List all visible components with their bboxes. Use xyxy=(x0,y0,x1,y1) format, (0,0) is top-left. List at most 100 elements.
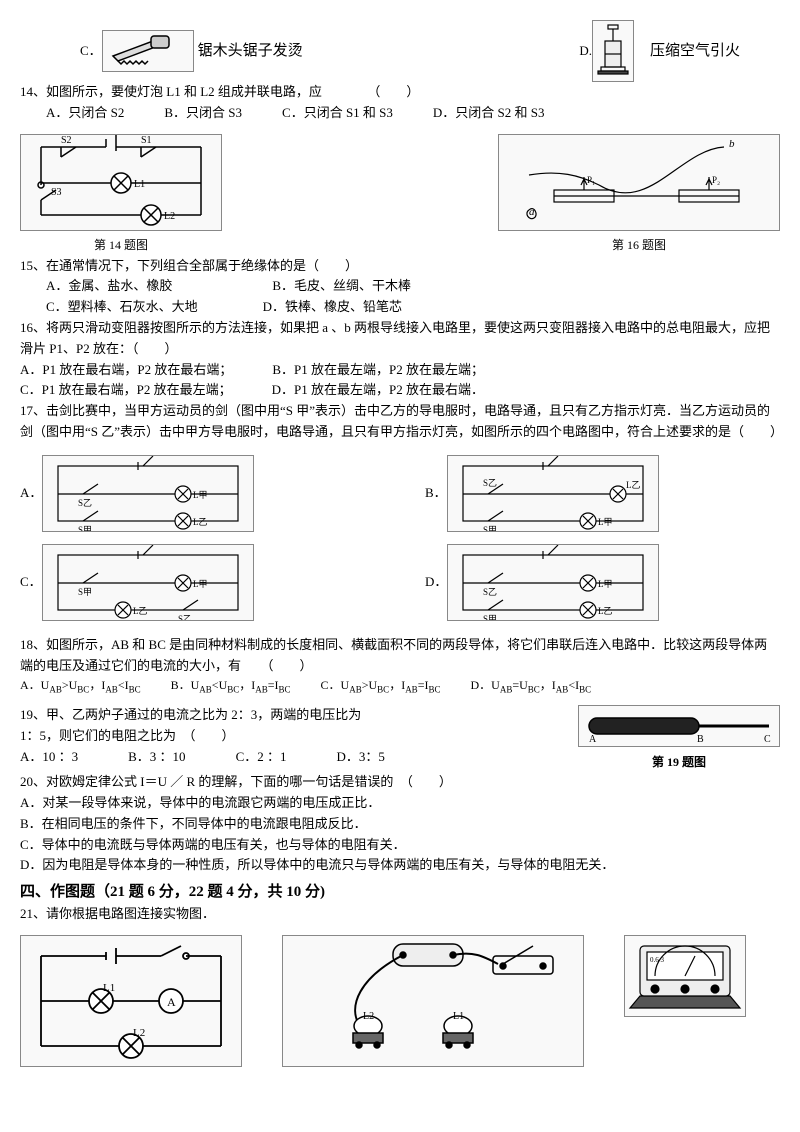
q15-opt-d: D．铁棒、橡皮、铅笔芯 xyxy=(263,297,402,318)
svg-text:b: b xyxy=(729,138,735,150)
q21-text: 21、请你根据电路图连接实物图． xyxy=(20,904,780,925)
svg-text:L2: L2 xyxy=(164,211,175,222)
q20-opt-c: C．导体中的电流既与导体两端的电压有关，也与导体的电阻有关． xyxy=(20,835,780,856)
svg-text:L甲: L甲 xyxy=(193,490,208,500)
q21-ammeter: 0.6 3 xyxy=(624,935,746,1017)
svg-text:S乙: S乙 xyxy=(178,614,192,620)
q17-opt-c: C． S甲 L甲 L乙 S乙 xyxy=(20,544,375,621)
q15-opt-b: B．毛皮、丝绸、干木棒 xyxy=(272,276,411,297)
svg-text:L甲: L甲 xyxy=(598,517,613,527)
saw-image xyxy=(102,30,194,72)
q13-options: C． 锯木头锯子发烫 D. xyxy=(20,20,780,82)
q21-figures: L1 A L2 L2 xyxy=(20,935,780,1067)
q21-physical: L2 L1 xyxy=(282,935,584,1067)
q13-option-d: D. 压缩空气引火 xyxy=(579,20,740,82)
svg-text:B: B xyxy=(697,734,704,745)
q16-fig-caption: 第 16 题图 xyxy=(498,236,780,255)
q16-opt-d: D．P1 放在最左端，P2 放在最右端． xyxy=(272,380,484,401)
q20-opt-a: A．对某一段导体来说，导体中的电流跟它两端的电压成正比． xyxy=(20,793,780,814)
q14-blank: （ ） xyxy=(374,84,420,99)
svg-text:S乙: S乙 xyxy=(483,587,497,597)
svg-text:S1: S1 xyxy=(141,135,152,146)
q20-text: 20、对欧姆定律公式 I＝U ／ R 的理解，下面的哪一句话是错误的 （ ） xyxy=(20,772,780,793)
svg-text:L乙: L乙 xyxy=(598,606,613,616)
circuit-b-image: S乙 S甲 L乙 L甲 xyxy=(447,455,659,532)
svg-text:L乙: L乙 xyxy=(626,480,641,490)
opt-letter: B． xyxy=(425,483,447,504)
circuit-a-image: S乙 S甲 L甲 L乙 xyxy=(42,455,254,532)
q19-text2: 1：5，则它们的电阻之比为 （ ） xyxy=(20,726,558,747)
q17-opt-d: D． S乙 S甲 L甲 L乙 xyxy=(425,544,780,621)
q15-opt-c: C．塑料棒、石灰水、大地 xyxy=(46,297,198,318)
q15-opt-a: A．金属、盐水、橡胶 xyxy=(46,276,172,297)
q16-opt-c: C．P1 放在最右端，P2 放在最左端； xyxy=(20,380,232,401)
q20-opt-d: D．因为电阻是导体本身的一种性质，所以导体中的电流只与导体两端的电压有关，与导体… xyxy=(20,855,780,876)
svg-text:S3: S3 xyxy=(51,187,62,198)
svg-text:a: a xyxy=(529,206,535,218)
q19-figure: A B C 第 19 题图 xyxy=(578,705,780,772)
svg-text:L1: L1 xyxy=(453,1011,464,1022)
q18-b: B．UAB<UBC，IAB=IBC xyxy=(171,676,291,697)
q17-opt-a: A． S乙 S甲 L甲 L乙 xyxy=(20,455,375,532)
svg-text:L2: L2 xyxy=(363,1011,374,1022)
q16-text: 16、将两只滑动变阻器按图所示的方法连接，如果把 a 、b 两根导线接入电路里，… xyxy=(20,318,780,360)
q17: 17、击剑比赛中，当甲方运动员的剑（图中用“S 甲”表示）击中乙方的导电服时，电… xyxy=(20,401,780,621)
q19-fig-caption: 第 19 题图 xyxy=(578,753,780,772)
q14-figure: S3 S2 S1 L1 L2 第 14 题图 xyxy=(20,134,222,256)
q18-c: C．UAB>UBC，IAB=IBC xyxy=(321,676,441,697)
q18: 18、如图所示，AB 和 BC 是由同种材料制成的长度相同、横截面积不同的两段导… xyxy=(20,635,780,697)
svg-text:L乙: L乙 xyxy=(193,517,208,527)
q14-opt-a: A．只闭合 S2 xyxy=(46,103,124,124)
svg-text:L甲: L甲 xyxy=(193,579,208,589)
compress-image xyxy=(592,20,634,82)
q16-figure: b a P₁ P₂ 第 16 题图 xyxy=(498,134,780,256)
q18-a: A．UAB>UBC，IAB<IBC xyxy=(20,676,141,697)
opt-letter: C． xyxy=(80,41,102,62)
q14-text: 14、如图所示，要使灯泡 L1 和 L2 组成并联电路，应 xyxy=(20,84,322,99)
q19-opt-c: C．2 ：1 xyxy=(236,747,287,768)
q16: 16、将两只滑动变阻器按图所示的方法连接，如果把 a 、b 两根导线接入电路里，… xyxy=(20,318,780,401)
opt-caption: 锯木头锯子发烫 xyxy=(198,39,303,63)
q18-text: 18、如图所示，AB 和 BC 是由同种材料制成的长度相同、横截面积不同的两段导… xyxy=(20,635,780,677)
svg-text:L1: L1 xyxy=(134,179,145,190)
svg-text:S2: S2 xyxy=(61,135,72,146)
svg-text:S乙: S乙 xyxy=(483,478,497,488)
svg-text:S甲: S甲 xyxy=(483,614,497,620)
opt-letter: D． xyxy=(425,572,447,593)
svg-text:L甲: L甲 xyxy=(598,579,613,589)
q19-opt-d: D．3：5 xyxy=(336,747,384,768)
svg-text:0.6 3: 0.6 3 xyxy=(650,956,665,964)
q21-schematic: L1 A L2 xyxy=(20,935,242,1067)
opt-letter: A． xyxy=(20,483,42,504)
svg-text:S甲: S甲 xyxy=(78,525,92,531)
q14: 14、如图所示，要使灯泡 L1 和 L2 组成并联电路，应 （ ） A．只闭合 … xyxy=(20,82,780,124)
svg-text:A: A xyxy=(589,734,597,745)
q18-options: A．UAB>UBC，IAB<IBC B．UAB<UBC，IAB=IBC C．UA… xyxy=(20,676,780,697)
svg-text:L1: L1 xyxy=(103,982,115,994)
opt-caption: 压缩空气引火 xyxy=(650,39,740,63)
q14-opt-b: B．只闭合 S3 xyxy=(164,103,242,124)
q18-d: D．UAB=UBC，IAB<IBC xyxy=(470,676,591,697)
svg-text:P₁: P₁ xyxy=(587,175,595,185)
opt-letter: D. xyxy=(579,41,592,62)
svg-text:S甲: S甲 xyxy=(78,587,92,597)
svg-text:C: C xyxy=(764,734,771,745)
q15-text: 15、在通常情况下，下列组合全部属于绝缘体的是（ ） xyxy=(20,256,780,277)
svg-text:L2: L2 xyxy=(133,1027,145,1039)
q17-text: 17、击剑比赛中，当甲方运动员的剑（图中用“S 甲”表示）击中乙方的导电服时，电… xyxy=(20,401,780,443)
svg-text:S甲: S甲 xyxy=(483,525,497,531)
q16-opt-b: B．P1 放在最左端，P2 放在最左端； xyxy=(272,360,484,381)
section4-title: 四、作图题（21 题 6 分，22 题 4 分，共 10 分) xyxy=(20,880,780,904)
q13-option-c: C． 锯木头锯子发烫 xyxy=(80,30,303,72)
q14-fig-caption: 第 14 题图 xyxy=(20,236,222,255)
svg-text:L乙: L乙 xyxy=(133,606,148,616)
q17-opt-b: B． S乙 S甲 L乙 L甲 xyxy=(425,455,780,532)
q16-opt-a: A．P1 放在最右端，P2 放在最右端； xyxy=(20,360,232,381)
svg-text:A: A xyxy=(167,995,176,1009)
q14-opt-d: D．只闭合 S2 和 S3 xyxy=(433,103,545,124)
q20-opt-b: B．在相同电压的条件下，不同导体中的电流跟电阻成反比． xyxy=(20,814,780,835)
q15: 15、在通常情况下，下列组合全部属于绝缘体的是（ ） A．金属、盐水、橡胶 B．… xyxy=(20,256,780,318)
circuit-c-image: S甲 L甲 L乙 S乙 xyxy=(42,544,254,621)
q20: 20、对欧姆定律公式 I＝U ／ R 的理解，下面的哪一句话是错误的 （ ） A… xyxy=(20,772,780,876)
svg-text:P₂: P₂ xyxy=(712,175,720,185)
